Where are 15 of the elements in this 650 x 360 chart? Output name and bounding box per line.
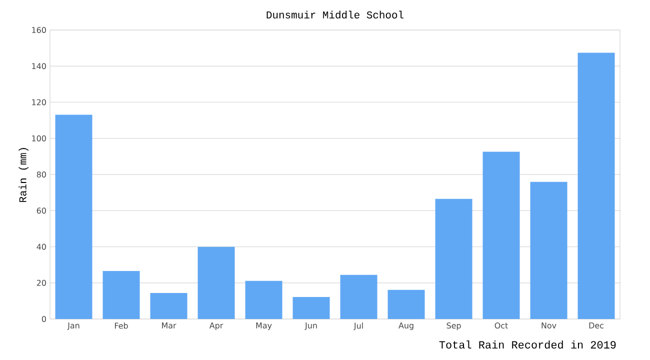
chart-title: Dunsmuir Middle School bbox=[266, 10, 404, 18]
bar bbox=[102, 270, 140, 319]
bar bbox=[578, 52, 615, 319]
bar bbox=[150, 292, 188, 319]
bar bbox=[435, 198, 472, 319]
bar bbox=[388, 290, 425, 319]
y-axis-title: Rain (mm) bbox=[18, 148, 28, 202]
bar bbox=[292, 296, 330, 319]
bar bbox=[198, 246, 235, 319]
x-axis-title: Total Rain Recorded in 2019 bbox=[439, 340, 616, 349]
bar bbox=[340, 274, 378, 319]
bar bbox=[245, 280, 282, 319]
bar bbox=[55, 114, 92, 319]
bar bbox=[530, 182, 568, 319]
bar bbox=[482, 152, 520, 319]
